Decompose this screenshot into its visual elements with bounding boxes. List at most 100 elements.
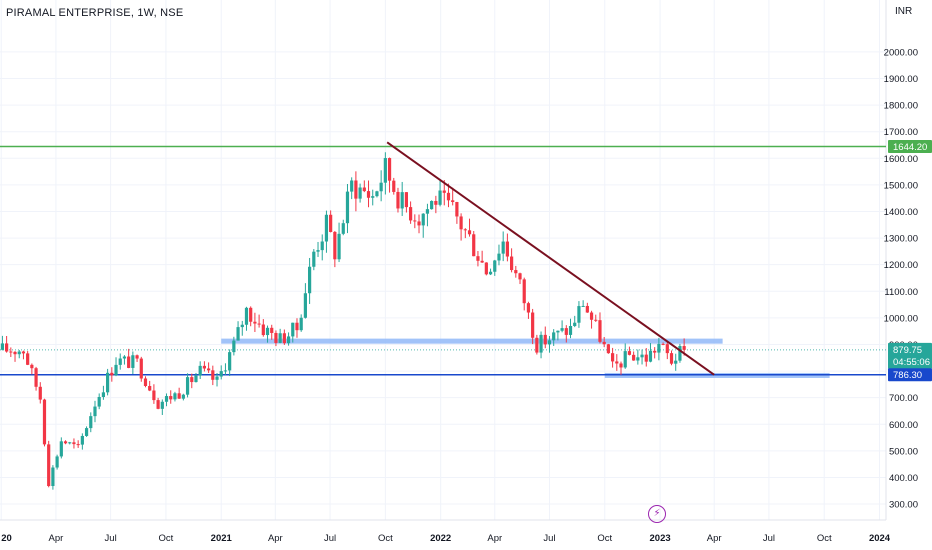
- candle-down: [505, 241, 509, 257]
- lightning-icon[interactable]: ⚡: [648, 505, 666, 523]
- candle-down: [261, 324, 265, 336]
- candle-down: [417, 221, 421, 226]
- x-tick-label: Oct: [817, 533, 832, 544]
- candle-down: [47, 444, 51, 487]
- candle-up: [350, 180, 354, 192]
- x-tick-label: 2024: [869, 533, 891, 544]
- candle-up: [640, 354, 644, 358]
- candle-down: [135, 355, 139, 359]
- candle-down: [21, 351, 26, 354]
- candle-down: [253, 321, 257, 324]
- candle-down: [476, 256, 480, 261]
- x-tick-label: Jul: [763, 533, 775, 544]
- candle-up: [164, 396, 169, 402]
- candle-up: [286, 336, 291, 344]
- candle-up: [425, 209, 430, 214]
- candle-down: [177, 393, 181, 399]
- candle-up: [106, 372, 110, 393]
- candle-up: [80, 435, 84, 445]
- candle-down: [404, 192, 408, 208]
- candle-up: [219, 371, 223, 377]
- candle-up: [379, 182, 383, 192]
- candle-down: [543, 334, 547, 345]
- candle-down: [257, 323, 261, 325]
- x-tick-label: Jul: [543, 533, 555, 544]
- candle-up: [657, 343, 661, 353]
- price-badge-label: 879.75: [893, 345, 922, 356]
- y-tick-label: 1200.00: [884, 260, 918, 271]
- candle-up: [320, 241, 324, 251]
- candle-up: [345, 191, 350, 224]
- candle-down: [110, 372, 114, 376]
- candle-down: [619, 363, 623, 368]
- horizontal-levels[interactable]: [0, 145, 886, 376]
- candle-up: [240, 324, 244, 328]
- candle-up: [198, 365, 202, 376]
- candle-up: [236, 327, 240, 341]
- candle-up: [303, 293, 307, 318]
- candle-down: [610, 353, 615, 362]
- candle-up: [215, 376, 219, 380]
- candle-up: [17, 351, 21, 355]
- candle-down: [152, 390, 156, 401]
- chart-title: PIRAMAL ENTERPRISE, 1W, NSE: [6, 7, 184, 19]
- candle-down: [632, 354, 636, 361]
- candle-down: [413, 220, 417, 222]
- candle-down: [455, 202, 459, 217]
- candle-down: [282, 333, 286, 344]
- candle-down: [682, 346, 686, 350]
- x-tick-label: Apr: [49, 533, 64, 544]
- candle-down: [354, 180, 358, 199]
- candle-down: [518, 273, 522, 280]
- time-axis[interactable]: 20 Apr Jul Oct 2021 Apr Jul Oct 2022 Apr Jul Oct 202…: [1, 533, 891, 544]
- candle-up: [97, 396, 101, 407]
- candle-up: [674, 360, 678, 364]
- candle-down: [211, 370, 215, 380]
- candle-up: [400, 192, 404, 209]
- candle-down: [76, 444, 80, 446]
- x-tick-label: 2021: [211, 533, 233, 544]
- candle-down: [615, 361, 619, 364]
- candle-up: [185, 377, 190, 395]
- candle-up: [438, 190, 442, 205]
- candle-down: [387, 158, 392, 181]
- candle-down: [665, 344, 669, 354]
- price-badge-label: 1644.20: [893, 142, 927, 153]
- candle-down: [644, 354, 648, 362]
- candle-down: [362, 187, 366, 192]
- candle-down: [9, 351, 13, 353]
- candle-up: [501, 241, 505, 254]
- candle-up: [173, 393, 177, 400]
- candle-down: [589, 312, 594, 320]
- x-tick-label: 2023: [650, 533, 671, 544]
- candle-down: [333, 231, 337, 260]
- candle-down: [535, 337, 539, 353]
- candle-up: [68, 442, 72, 444]
- candle-up: [623, 351, 627, 368]
- x-tick-label: Jul: [324, 533, 336, 544]
- candle-up: [299, 317, 303, 331]
- candle-up: [51, 467, 55, 487]
- candle-up: [358, 187, 362, 199]
- candle-up: [55, 456, 59, 468]
- candle-up: [114, 364, 118, 376]
- y-tick-label: 700.00: [889, 393, 918, 404]
- x-tick-label: Apr: [268, 533, 283, 544]
- candle-up: [131, 355, 135, 368]
- candle-up: [122, 356, 127, 359]
- candle-up: [291, 322, 295, 337]
- candle-down: [434, 200, 438, 205]
- candle-up: [316, 250, 320, 252]
- candle-up: [539, 334, 543, 353]
- candle-down: [514, 270, 518, 274]
- candle-up: [547, 340, 552, 345]
- candle-up: [497, 253, 501, 261]
- price-axis[interactable]: 300.00400.00500.00600.00700.00800.00900.…: [884, 47, 918, 510]
- candle-up: [556, 330, 560, 333]
- candle-down: [26, 353, 30, 365]
- candle-up: [0, 343, 5, 350]
- trendline-layer[interactable]: [386, 141, 715, 376]
- candle-down: [653, 350, 657, 353]
